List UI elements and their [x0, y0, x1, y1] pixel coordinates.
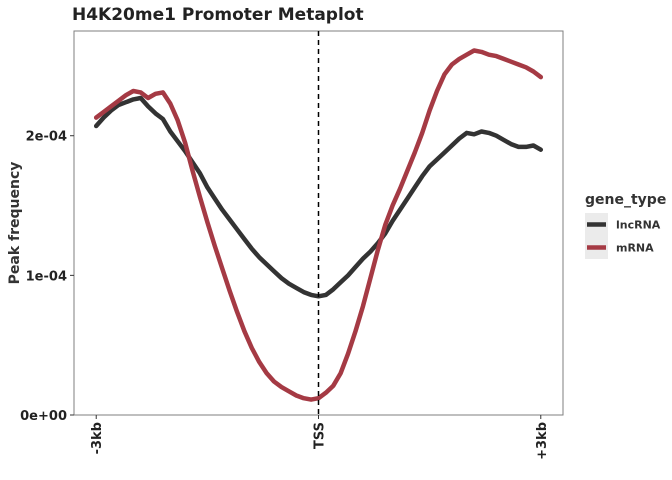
- x-tick-label: TSS: [313, 422, 328, 449]
- plot-area: [73, 30, 564, 416]
- y-tick-label: 1e-04: [26, 269, 67, 284]
- chart-title: H4K20me1 Promoter Metaplot: [72, 5, 364, 25]
- x-axis-ticks: -3kb TSS +3kb: [90, 415, 550, 460]
- y-tick-label: 0e+00: [20, 409, 67, 424]
- x-tick-label: +3kb: [535, 422, 550, 460]
- legend-title: gene_type: [585, 192, 666, 208]
- legend: gene_type lncRNA mRNA: [585, 192, 666, 259]
- legend-label-lncrna: lncRNA: [616, 219, 661, 232]
- y-axis-title: Peak frequency: [7, 162, 23, 285]
- x-tick-label: -3kb: [90, 422, 105, 454]
- legend-label-mrna: mRNA: [616, 242, 654, 255]
- y-tick-label: 2e-04: [26, 130, 67, 145]
- legend-items: lncRNA mRNA: [585, 213, 661, 259]
- series-line-mrna: [93, 48, 544, 402]
- y-axis-ticks: 0e+00 1e-04 2e-04: [20, 130, 74, 424]
